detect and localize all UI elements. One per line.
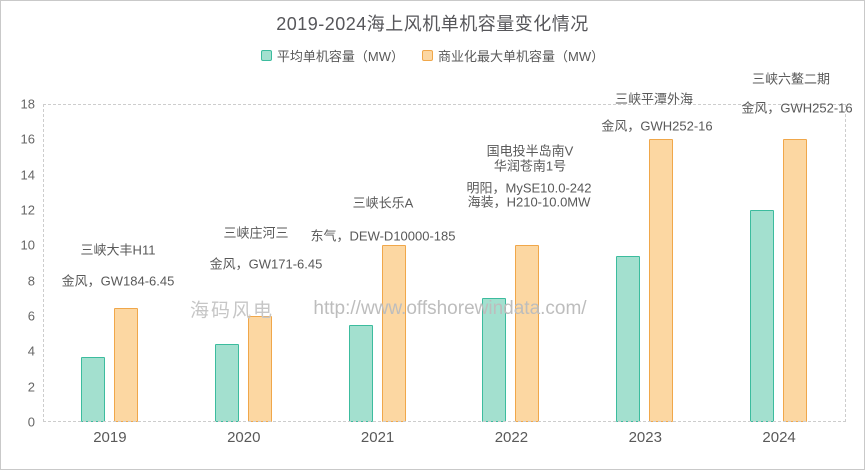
x-axis-label-2023: 2023 (628, 429, 662, 446)
annotation-2022: 海装，H210-10.0MW (467, 194, 591, 210)
bar-max-2024[interactable] (783, 139, 808, 422)
annotation-2022: 华润苍南1号 (493, 158, 567, 174)
y-axis-tick-0: 0 (27, 414, 35, 430)
legend-swatch-max-icon (422, 50, 433, 61)
legend-item-max-capacity[interactable]: 商业化最大单机容量（MW） (422, 46, 604, 65)
annotation-2020: 三峡庄河三 (223, 225, 289, 241)
y-axis-tick-10: 10 (20, 237, 35, 253)
bar-avg-2023[interactable] (616, 255, 641, 422)
annotation-2019: 金风，GW184-6.45 (61, 273, 175, 289)
y-axis-tick-2: 2 (27, 379, 35, 395)
x-axis-label-2021: 2021 (360, 429, 395, 446)
y-axis-tick-12: 12 (20, 202, 35, 218)
x-axis-label-2024: 2024 (762, 429, 796, 446)
watermark-brand: 海码风电 (189, 300, 275, 322)
x-axis-label-2022: 2022 (494, 429, 529, 446)
annotation-2021: 三峡长乐A (352, 195, 414, 211)
y-axis-tick-14: 14 (20, 167, 35, 183)
bar-avg-2024[interactable] (750, 210, 775, 422)
legend-label-average: 平均单机容量（MW） (276, 49, 404, 64)
annotation-2024: 金风，GWH252-16 (741, 100, 853, 116)
legend-label-max: 商业化最大单机容量（MW） (438, 49, 605, 64)
bar-avg-2020[interactable] (214, 344, 239, 422)
y-axis-tick-18: 18 (20, 96, 35, 112)
bar-max-2019[interactable] (113, 308, 138, 422)
bar-avg-2019[interactable] (80, 356, 105, 422)
annotation-2022: 国电投半岛南V (486, 143, 574, 159)
annotation-2024: 三峡六鳌二期 (751, 71, 831, 87)
y-axis-tick-16: 16 (20, 131, 35, 147)
annotation-2023: 三峡平潭外海 (614, 91, 694, 107)
y-axis-tick-4: 4 (27, 343, 35, 359)
annotation-2022: 明阳，MySE10.0-242 (466, 180, 592, 196)
annotation-2019: 三峡大丰H11 (80, 242, 156, 258)
bar-max-2021[interactable] (381, 245, 406, 422)
watermark-url: http://www.offshorewindata.com/ (313, 298, 587, 319)
x-axis-label-2019: 2019 (93, 429, 127, 446)
annotation-2023: 金风，GWH252-16 (601, 118, 713, 134)
annotation-2021: 东气，DEW-D10000-185 (310, 228, 456, 244)
bar-max-2020[interactable] (247, 316, 272, 422)
annotation-2020: 金风，GW171-6.45 (209, 256, 323, 272)
y-axis-tick-8: 8 (27, 273, 35, 289)
legend-swatch-average-icon (260, 50, 272, 61)
bar-max-2023[interactable] (649, 139, 674, 422)
x-axis-label-2020: 2020 (227, 429, 261, 446)
bar-avg-2021[interactable] (348, 324, 373, 422)
legend-item-average-capacity[interactable]: 平均单机容量（MW） (260, 46, 404, 65)
y-axis-tick-6: 6 (27, 308, 35, 324)
bar-max-2022[interactable] (515, 245, 540, 422)
chart-title: 2019-2024海上风机单机容量变化情况 (276, 14, 589, 34)
bar-avg-2022[interactable] (482, 298, 507, 422)
plot-area-border (43, 104, 846, 422)
legend: 平均单机容量（MW） 商业化最大单机容量（MW） (1, 46, 864, 65)
